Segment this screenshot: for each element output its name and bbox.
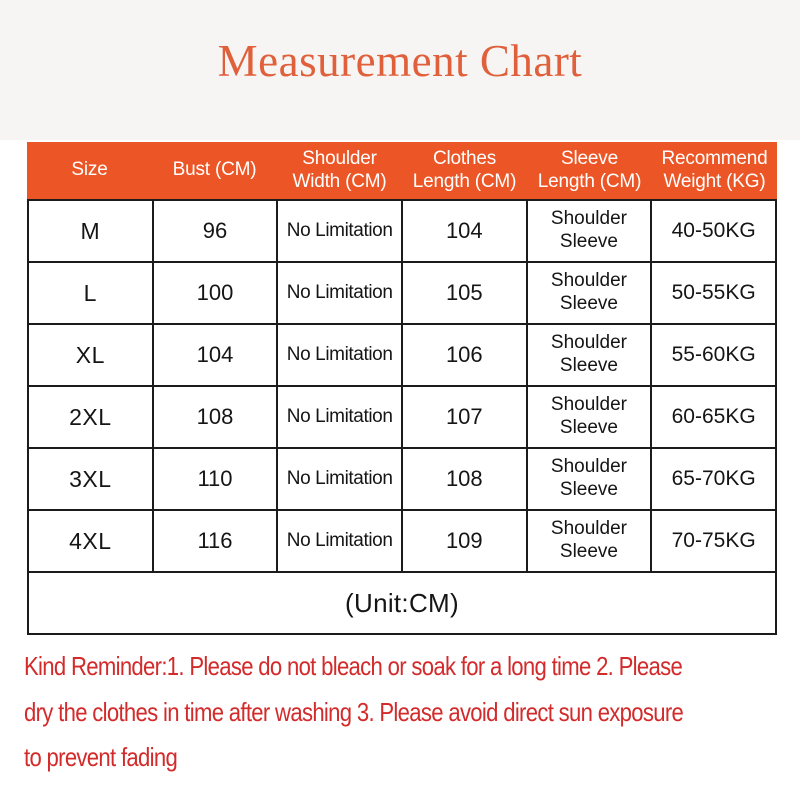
cell-clothes-length: 107 bbox=[400, 385, 528, 449]
cell-bust: 108 bbox=[151, 385, 279, 449]
column-header-weight: Recommend Weight (KG) bbox=[661, 148, 768, 192]
top-background-band bbox=[0, 0, 800, 140]
cell-sleeve-length: Shoulder Sleeve bbox=[525, 447, 653, 511]
size-table-body: M 96 No Limitation 104 Shoulder Sleeve 40-50K… bbox=[27, 199, 777, 635]
page-title: Measurement Chart bbox=[217, 36, 583, 86]
table-footer-row: (Unit:CM) bbox=[27, 571, 777, 635]
cell-size: XL bbox=[27, 323, 154, 387]
cell-clothes-length: 105 bbox=[400, 261, 528, 325]
cell-clothes-length: 104 bbox=[400, 199, 528, 263]
cell-weight: 55-60KG bbox=[650, 323, 777, 387]
cell-size: 3XL bbox=[27, 447, 154, 511]
cell-sleeve-length: Shoulder Sleeve bbox=[525, 385, 653, 449]
column-header-clothes-length: Clothes Length (CM) bbox=[412, 148, 517, 192]
cell-bust: 110 bbox=[151, 447, 279, 511]
cell-sleeve-length: Shoulder Sleeve bbox=[525, 261, 653, 325]
column-header-bust: Bust (CM) bbox=[172, 159, 257, 181]
table-row: XL 104 No Limitation 106 Shoulder Sleeve 55-6… bbox=[27, 323, 777, 387]
table-row: 2XL 108 No Limitation 107 Shoulder Sleeve 60-… bbox=[27, 385, 777, 449]
cell-bust: 116 bbox=[151, 509, 279, 573]
table-row: 4XL 116 No Limitation 109 Shoulder Sleeve 70-… bbox=[27, 509, 777, 573]
column-header-sleeve-length: Sleeve Length (CM) bbox=[537, 148, 642, 192]
cell-weight: 65-70KG bbox=[650, 447, 777, 511]
unit-note: (Unit:CM) bbox=[27, 571, 777, 635]
cell-weight: 40-50KG bbox=[650, 199, 777, 263]
cell-clothes-length: 109 bbox=[400, 509, 528, 573]
cell-size: M bbox=[27, 199, 154, 263]
care-reminder-text: Kind Reminder:1. Please do not bleach or… bbox=[24, 651, 684, 772]
cell-shoulder-width: No Limitation bbox=[276, 385, 403, 449]
size-table: M 96 No Limitation 104 Shoulder Sleeve 40-50K… bbox=[27, 199, 777, 635]
cell-shoulder-width: No Limitation bbox=[276, 323, 403, 387]
cell-bust: 104 bbox=[151, 323, 279, 387]
table-row: M 96 No Limitation 104 Shoulder Sleeve 40-50K… bbox=[27, 199, 777, 263]
cell-bust: 96 bbox=[151, 199, 279, 263]
table-header-row: Size Bust (CM) Shoulder Width (CM) Clothes … bbox=[27, 142, 777, 199]
cell-clothes-length: 106 bbox=[400, 323, 528, 387]
cell-size: 4XL bbox=[27, 509, 154, 573]
cell-size: L bbox=[27, 261, 154, 325]
cell-clothes-length: 108 bbox=[400, 447, 528, 511]
cell-weight: 50-55KG bbox=[650, 261, 777, 325]
cell-sleeve-length: Shoulder Sleeve bbox=[525, 199, 653, 263]
cell-shoulder-width: No Limitation bbox=[276, 261, 403, 325]
cell-bust: 100 bbox=[151, 261, 279, 325]
column-header-size: Size bbox=[71, 159, 108, 181]
cell-shoulder-width: No Limitation bbox=[276, 447, 403, 511]
table-row: L 100 No Limitation 105 Shoulder Sleeve 50-55… bbox=[27, 261, 777, 325]
cell-weight: 60-65KG bbox=[650, 385, 777, 449]
cell-size: 2XL bbox=[27, 385, 154, 449]
cell-weight: 70-75KG bbox=[650, 509, 777, 573]
column-header-shoulder-width: Shoulder Width (CM) bbox=[292, 148, 387, 192]
table-row: 3XL 110 No Limitation 108 Shoulder Sleeve 65-… bbox=[27, 447, 777, 511]
cell-shoulder-width: No Limitation bbox=[276, 199, 403, 263]
cell-sleeve-length: Shoulder Sleeve bbox=[525, 509, 653, 573]
cell-sleeve-length: Shoulder Sleeve bbox=[525, 323, 653, 387]
cell-shoulder-width: No Limitation bbox=[276, 509, 403, 573]
